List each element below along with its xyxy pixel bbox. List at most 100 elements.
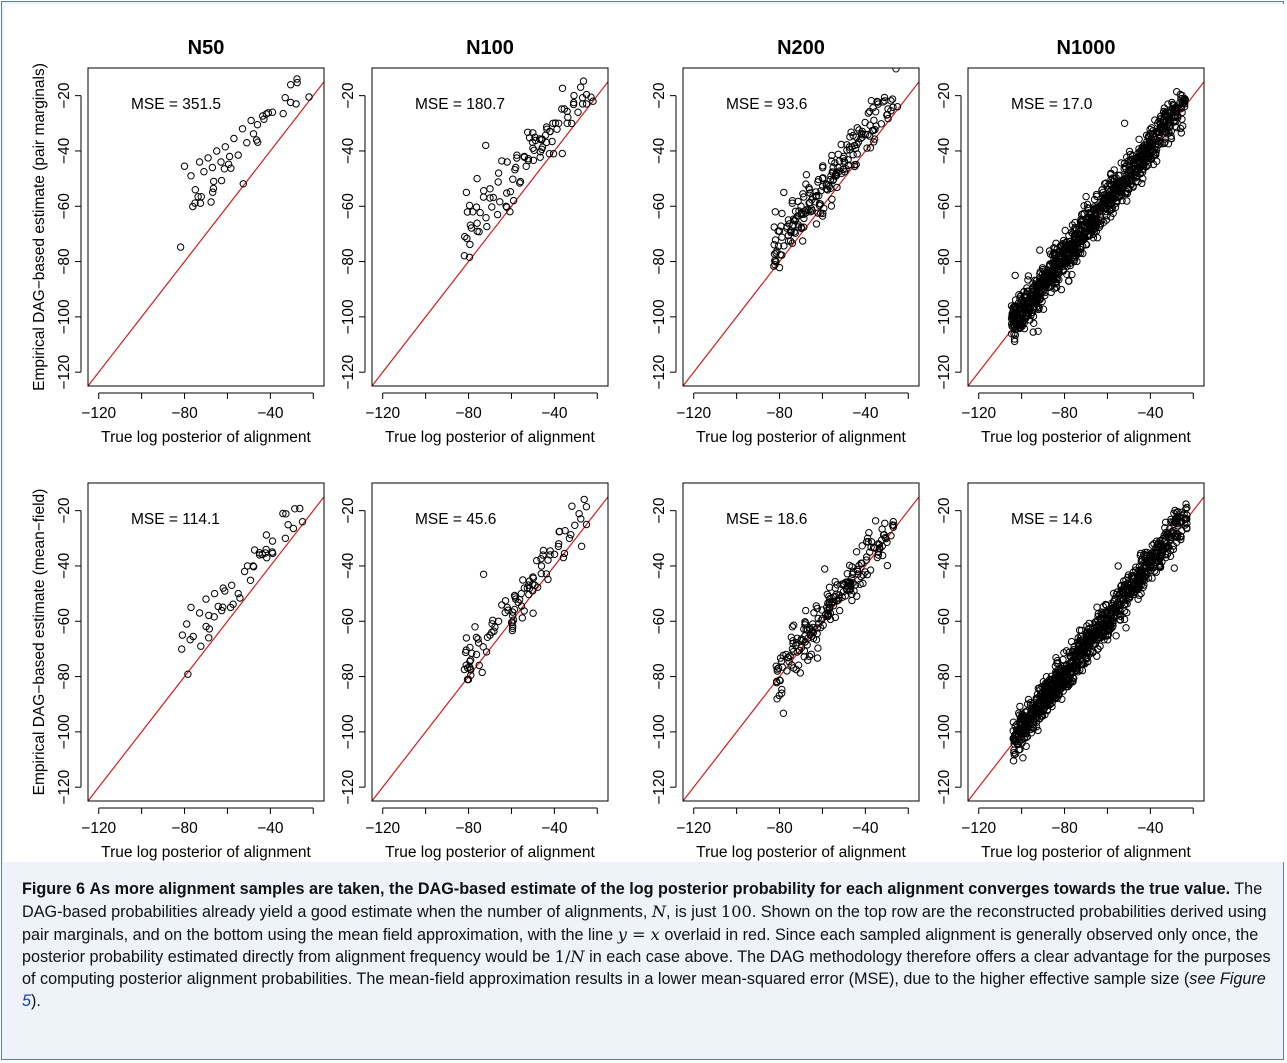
column-title-n1000: N1000 <box>1057 37 1116 59</box>
point <box>503 158 511 166</box>
point <box>828 598 837 607</box>
points <box>460 495 591 684</box>
point <box>816 623 825 632</box>
point <box>834 150 842 159</box>
y-tick-label: −40 <box>56 552 73 579</box>
point <box>195 158 204 166</box>
point <box>1066 668 1075 677</box>
point <box>293 78 301 87</box>
point <box>823 590 831 598</box>
figure-5-link[interactable]: 5 <box>22 991 32 1010</box>
point <box>1100 636 1108 644</box>
point <box>1112 590 1121 599</box>
point <box>544 575 552 584</box>
point <box>818 606 826 614</box>
point <box>1167 518 1175 526</box>
caption-text-6: ). <box>31 991 41 1010</box>
point <box>1093 234 1102 242</box>
point <box>799 636 807 644</box>
point <box>574 108 582 116</box>
point <box>1162 551 1170 559</box>
point <box>816 209 825 217</box>
x-tick-label: −120 <box>365 405 400 422</box>
point <box>802 180 810 188</box>
caption-symbol-n: N <box>651 901 667 921</box>
point <box>508 626 517 635</box>
point <box>582 503 591 511</box>
point <box>268 537 277 545</box>
x-tick-label: −120 <box>961 820 996 837</box>
point <box>1136 574 1144 582</box>
point <box>887 97 895 105</box>
x-tick-label: −40 <box>257 405 284 422</box>
point <box>1096 642 1104 650</box>
point <box>221 587 229 595</box>
point <box>1014 735 1023 744</box>
point <box>889 517 897 526</box>
point <box>1134 595 1142 603</box>
point <box>180 162 189 170</box>
point <box>1109 192 1117 201</box>
point <box>491 623 499 631</box>
point <box>1135 157 1144 165</box>
point <box>1070 226 1078 234</box>
point <box>210 177 218 186</box>
point <box>1041 291 1049 300</box>
point <box>1040 704 1049 713</box>
point <box>1102 179 1110 187</box>
point <box>1019 754 1027 762</box>
caption-text-5: in each case above. The DAG methodology … <box>22 948 1271 989</box>
y-tick-label: −120 <box>56 354 73 389</box>
y-tick-label: −20 <box>56 82 73 109</box>
point <box>575 510 583 518</box>
point <box>1060 258 1069 266</box>
point <box>472 203 481 211</box>
point <box>1140 551 1148 559</box>
reference-line <box>372 80 608 386</box>
point <box>854 138 863 146</box>
point <box>874 98 882 106</box>
points <box>1009 500 1191 765</box>
point <box>506 188 515 196</box>
point <box>1102 608 1111 616</box>
y-tick-label: −120 <box>651 769 668 804</box>
point <box>1094 629 1103 637</box>
x-axis: −120 −80 −40 True log posterior of alignmen… <box>81 392 314 446</box>
point <box>1110 180 1118 189</box>
point <box>234 589 242 598</box>
point <box>293 75 301 83</box>
caption-see-text: see Figure <box>1189 970 1266 989</box>
point <box>1134 152 1142 161</box>
point <box>1071 218 1079 227</box>
point <box>582 100 591 108</box>
point <box>1049 271 1058 280</box>
point <box>785 220 793 228</box>
point <box>461 232 469 241</box>
point <box>264 109 272 117</box>
caption-equation: y = x <box>617 924 660 944</box>
point <box>1051 259 1059 267</box>
caption-text-3: . Shown on the top row are the reconstru… <box>22 902 1267 944</box>
point <box>1176 90 1185 99</box>
point <box>1101 203 1110 212</box>
x-axis-label: True log posterior of alignment <box>981 429 1191 446</box>
point <box>1161 524 1169 532</box>
point <box>462 634 471 642</box>
point <box>1160 104 1169 112</box>
point <box>467 671 475 679</box>
caption-symbol-n2: N <box>570 947 585 967</box>
point <box>843 146 851 154</box>
point <box>1124 166 1133 175</box>
point <box>778 685 786 694</box>
point <box>473 219 481 227</box>
point <box>1178 91 1186 100</box>
point <box>1035 304 1043 312</box>
point <box>1107 200 1116 208</box>
point <box>579 47 585 53</box>
y-tick-label: −100 <box>651 299 668 334</box>
point <box>463 234 471 243</box>
point <box>1024 276 1032 284</box>
point <box>537 555 545 563</box>
point <box>799 237 807 245</box>
point <box>1049 275 1058 284</box>
